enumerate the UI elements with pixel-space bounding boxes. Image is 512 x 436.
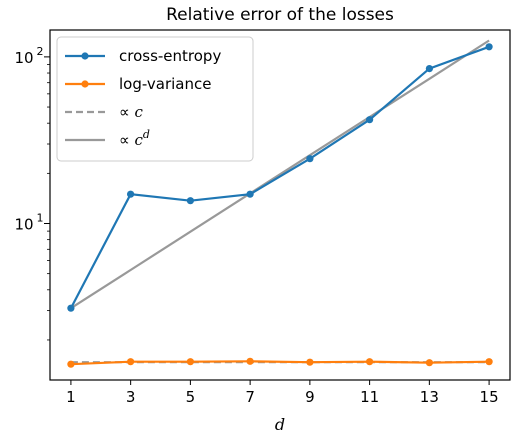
legend-marker-0 [81,52,89,60]
chart-title: Relative error of the losses [166,5,394,25]
data-point-0-7 [485,43,493,51]
data-point-0-6 [425,65,433,73]
legend-box [56,36,254,162]
data-point-1-5 [366,358,374,366]
y-tick-exponent: 2 [37,45,44,58]
x-tick-label: 9 [305,388,315,406]
plot-area [67,39,493,368]
legend-label-2: ∝ c [119,103,143,121]
x-tick-label: 5 [186,388,196,406]
y-axis: 10 1 10 2 [14,45,50,341]
plot-frame [49,29,511,381]
legend-label-1: log-variance [119,75,211,93]
x-axis-label: d [275,415,285,434]
data-point-1-3 [246,357,254,365]
data-point-0-2 [186,197,194,205]
series-line-3 [70,39,490,310]
x-tick-label: 3 [126,388,136,406]
data-point-1-6 [425,359,433,367]
x-tick-label: 7 [245,388,255,406]
data-point-0-4 [306,155,314,163]
data-point-0-0 [67,304,75,312]
legend-label-3: ∝ cd [119,128,150,149]
y-tick-label: 10 [14,215,33,233]
data-point-0-3 [246,190,254,198]
legend-marker-1 [81,80,89,88]
data-point-0-1 [127,190,135,198]
data-point-0-5 [366,116,374,124]
series-line-0 [69,45,490,309]
data-point-1-1 [127,358,135,366]
y-tick-label: 10 [14,49,33,67]
x-tick-label: 15 [480,388,499,406]
legend: cross-entropy log-variance ∝ c ∝ cd [56,36,254,162]
x-tick-label: 11 [360,388,379,406]
data-point-1-7 [485,358,493,366]
data-point-1-4 [306,358,314,366]
legend-label-0: cross-entropy [119,47,221,65]
data-point-1-0 [67,360,75,368]
x-axis: 1 3 5 7 9 11 13 15 [66,380,499,406]
x-tick-label: 1 [66,388,76,406]
data-point-1-2 [186,358,194,366]
series-line-1 [70,360,490,366]
x-tick-label: 13 [420,388,439,406]
y-tick-exponent: 1 [37,211,44,224]
